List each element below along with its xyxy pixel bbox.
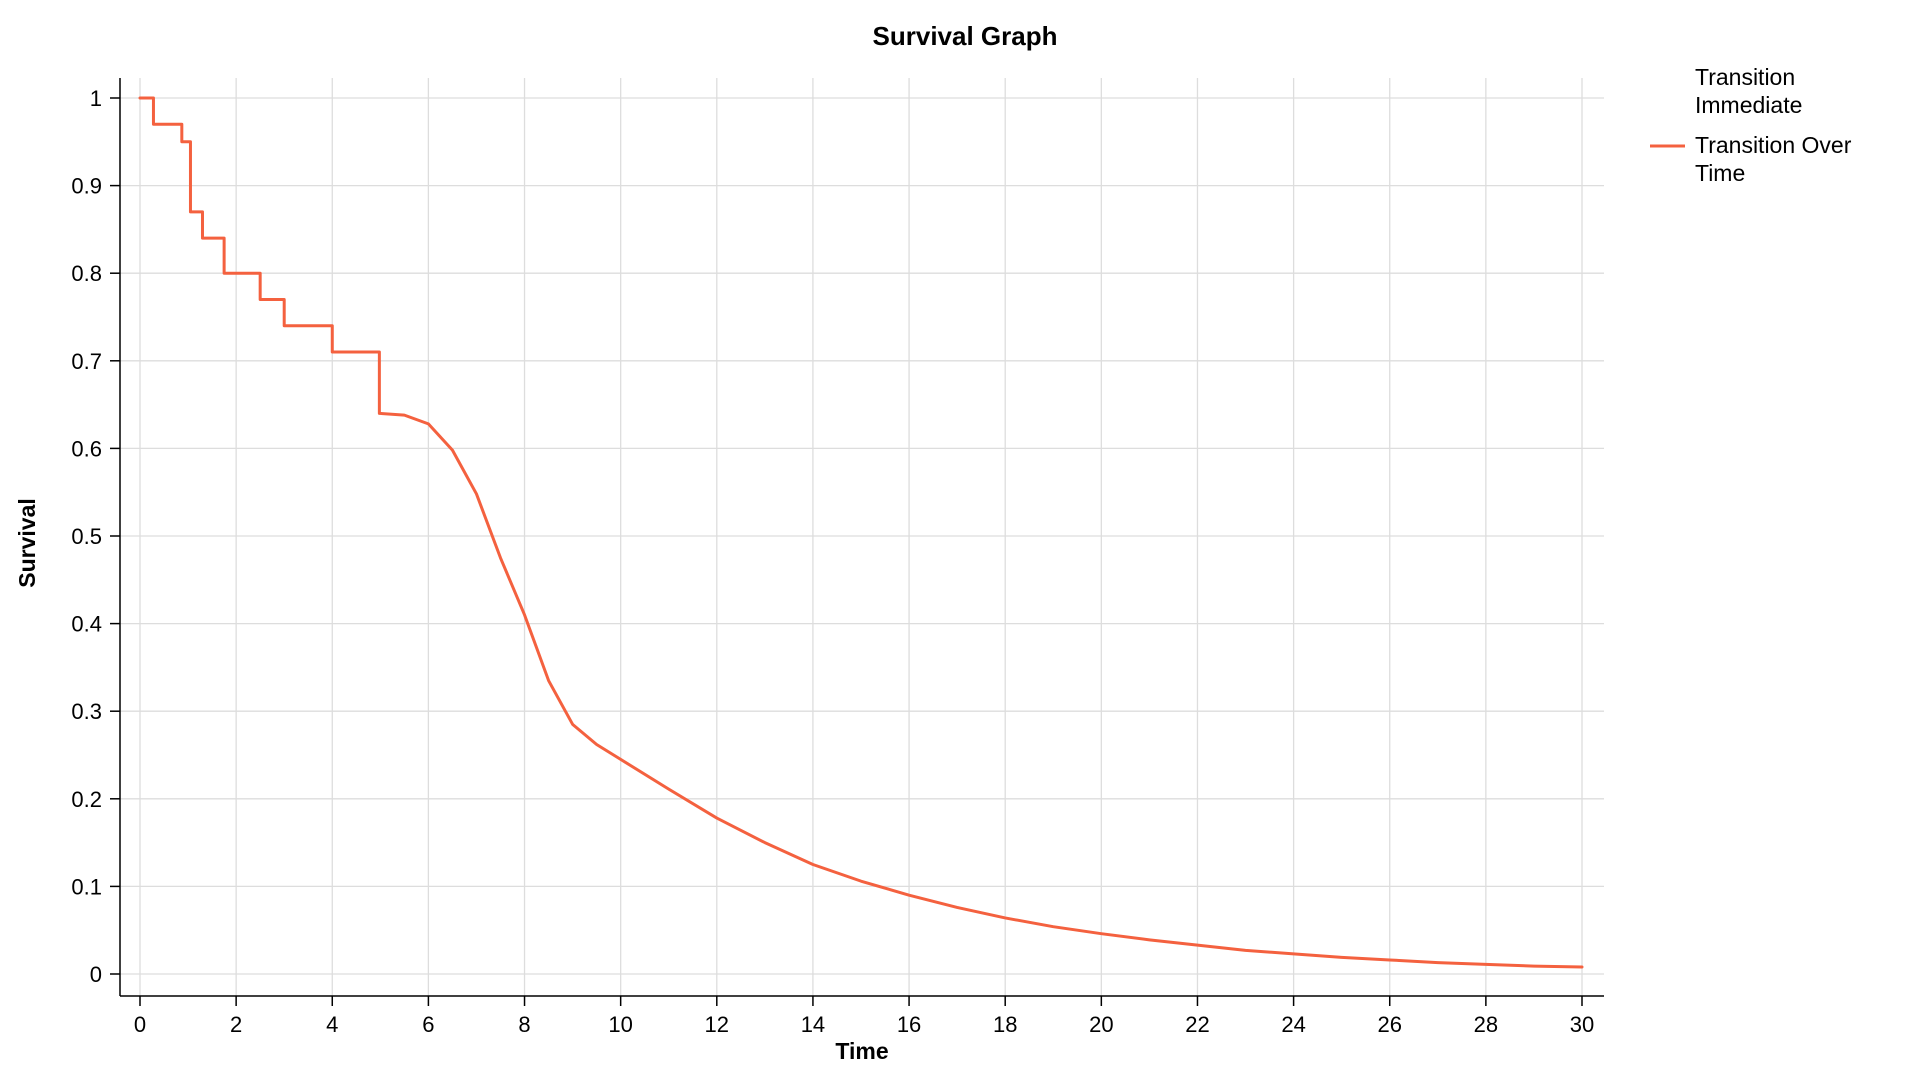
legend: Transition Immediate Transition Over Time (1650, 64, 1852, 186)
y-tick-label: 0.3 (71, 699, 102, 724)
x-tick-label: 24 (1281, 1012, 1305, 1037)
legend-item-0: Transition Immediate (1695, 64, 1802, 118)
y-tick-label: 0.1 (71, 874, 102, 899)
x-axis-title: Time (835, 1038, 888, 1064)
y-tick-label: 0.2 (71, 787, 102, 812)
x-tick-label: 26 (1377, 1012, 1401, 1037)
y-tick-label: 0.5 (71, 524, 102, 549)
x-tick-label: 14 (801, 1012, 825, 1037)
legend-label: Transition Immediate (1695, 64, 1802, 118)
x-tick-label: 30 (1570, 1012, 1594, 1037)
y-tick-label: 0.4 (71, 612, 102, 637)
y-tick-label: 0 (90, 962, 102, 987)
x-tick-label: 6 (422, 1012, 434, 1037)
chart-title: Survival Graph (873, 21, 1058, 51)
x-tick-label: 16 (897, 1012, 921, 1037)
y-tick-label: 1 (90, 86, 102, 111)
y-axis-title: Survival (14, 498, 40, 588)
legend-item-1: Transition Over Time (1650, 132, 1852, 186)
y-tick-label: 0.8 (71, 261, 102, 286)
x-tick-label: 8 (518, 1012, 530, 1037)
x-tick-label: 10 (608, 1012, 632, 1037)
y-tick-label: 0.6 (71, 436, 102, 461)
x-tick-label: 2 (230, 1012, 242, 1037)
x-tick-label: 28 (1474, 1012, 1498, 1037)
legend-label: Transition Over Time (1695, 132, 1852, 186)
x-tick-label: 12 (705, 1012, 729, 1037)
series-layer (138, 96, 1584, 969)
series-line-1 (138, 96, 1584, 969)
y-tick-label: 0.9 (71, 174, 102, 199)
x-tick-label: 0 (134, 1012, 146, 1037)
x-tick-label: 18 (993, 1012, 1017, 1037)
x-tick-label: 22 (1185, 1012, 1209, 1037)
y-tick-label: 0.7 (71, 349, 102, 374)
x-tick-label: 4 (326, 1012, 338, 1037)
grid-layer (120, 78, 1604, 996)
axis-layer: 00.10.20.30.40.50.60.70.80.910 2 4 6 8 10 12 14… (71, 78, 1604, 1037)
x-tick-label: 20 (1089, 1012, 1113, 1037)
